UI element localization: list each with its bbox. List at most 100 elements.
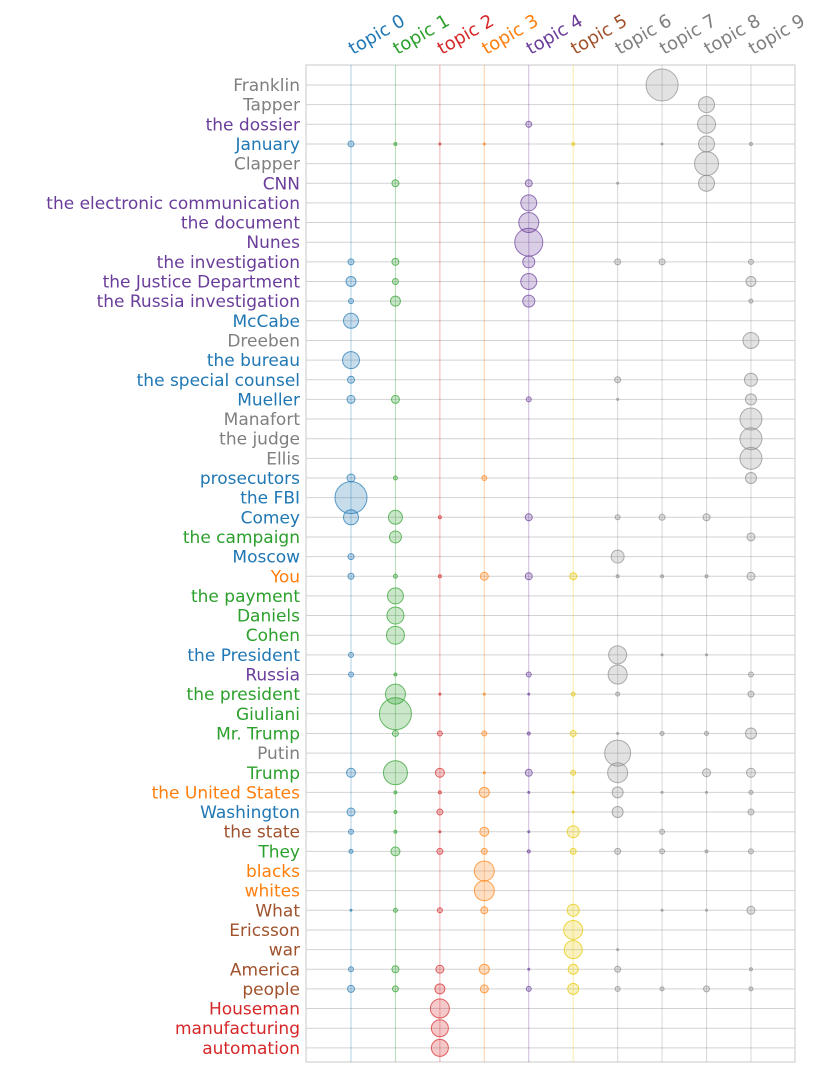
bubble-point — [747, 808, 755, 816]
bubble-point — [342, 351, 360, 370]
bubble-point — [527, 830, 531, 834]
bubble-point — [522, 294, 536, 308]
bubble-point — [348, 671, 354, 678]
row-label: manufacturing — [175, 1019, 300, 1039]
row-label: the electronic communication — [46, 194, 300, 214]
bubble-point — [382, 760, 408, 786]
bubble-point — [385, 625, 405, 645]
bubble-point — [660, 142, 664, 146]
bubble-point — [392, 573, 398, 579]
row-label: America — [230, 960, 300, 980]
row-label: the dossier — [206, 115, 300, 135]
bubble-point — [567, 963, 579, 975]
row-label: McCabe — [232, 312, 300, 332]
bubble-point — [391, 278, 399, 285]
bubble-point — [482, 771, 486, 775]
bubble-point — [645, 68, 679, 102]
row-label: war — [269, 941, 300, 961]
bubble-point — [525, 396, 532, 403]
bubble-point — [436, 730, 443, 737]
bubble-point — [563, 919, 584, 940]
bubble-point — [393, 810, 398, 815]
bubble-point — [430, 1038, 449, 1057]
bubble-point — [607, 762, 629, 784]
row-label: the special counsel — [137, 371, 300, 391]
bubble-point — [346, 767, 356, 778]
plot-area — [305, 64, 796, 1063]
bubble-point — [570, 691, 576, 697]
bubble-point — [743, 372, 758, 387]
bubble-point — [478, 963, 490, 975]
bubble-point — [482, 142, 486, 146]
bubble-point — [569, 847, 577, 855]
bubble-point — [390, 846, 401, 857]
bubble-point — [514, 227, 544, 257]
bubble-point — [520, 273, 538, 290]
bubble-point — [748, 298, 754, 304]
bubble-point — [436, 808, 444, 816]
bubble-point — [438, 692, 442, 696]
bubble-point — [608, 645, 628, 665]
bubble-point — [566, 903, 580, 917]
row-label: Daniels — [237, 607, 300, 627]
bubble-point — [436, 847, 444, 855]
bubble-point — [748, 789, 754, 795]
bubble-point — [527, 790, 531, 794]
bubble-point — [343, 312, 359, 329]
bubble-point — [393, 672, 398, 677]
bubble-point — [386, 606, 405, 625]
bubble-point — [704, 849, 709, 854]
bubble-point — [563, 940, 583, 960]
row-label: the Russia investigation — [97, 292, 300, 312]
bubble-point — [391, 257, 400, 266]
bubble-point — [745, 276, 757, 287]
bubble-point — [522, 255, 536, 269]
row-label: Russia — [245, 666, 300, 686]
bubble-point — [524, 768, 533, 777]
bubble-point — [569, 729, 577, 737]
row-label: the judge — [219, 430, 300, 450]
bubble-point — [571, 810, 575, 814]
bubble-point — [334, 481, 368, 515]
bubble-point — [615, 574, 620, 579]
row-label: people — [242, 980, 300, 1000]
bubble-point — [659, 848, 666, 855]
row-label: Clapper — [234, 155, 300, 175]
row-label: Mr. Trump — [216, 724, 300, 744]
bubble-point — [479, 984, 489, 994]
bubble-point — [438, 142, 442, 146]
bubble-point — [704, 730, 710, 736]
row-label: blacks — [246, 862, 300, 882]
bubble-point — [429, 998, 450, 1019]
bubble-point — [525, 120, 533, 128]
bubble-point — [703, 985, 711, 993]
bubble-point — [388, 530, 402, 544]
bubble-point — [346, 807, 356, 817]
bubble-point — [746, 905, 756, 915]
bubble-point — [748, 967, 753, 972]
bubble-point — [566, 825, 580, 839]
bubble-point — [520, 194, 538, 212]
bubble-point — [607, 664, 628, 685]
bubble-point — [345, 276, 357, 287]
bubble-point — [747, 258, 754, 265]
row-label: Washington — [200, 803, 300, 823]
row-label: the campaign — [183, 528, 300, 548]
bubble-point — [660, 653, 664, 657]
bubble-point — [524, 513, 533, 522]
bubble-point — [387, 509, 403, 525]
row-label: Putin — [257, 744, 300, 764]
row-label: Tapper — [242, 96, 300, 116]
bubble-point — [526, 849, 531, 854]
bubble-point — [348, 651, 354, 658]
bubble-point — [430, 1019, 449, 1038]
bubble-point — [658, 513, 666, 521]
bubble-point — [739, 427, 763, 451]
bubble-point — [614, 258, 622, 266]
row-label: Cohen — [246, 626, 300, 646]
bubble-point — [702, 513, 711, 522]
bubble-point — [611, 786, 624, 799]
